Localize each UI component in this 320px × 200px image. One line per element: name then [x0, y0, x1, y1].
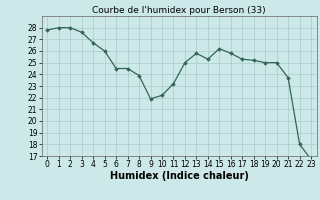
Title: Courbe de l'humidex pour Berson (33): Courbe de l'humidex pour Berson (33) [92, 6, 266, 15]
X-axis label: Humidex (Indice chaleur): Humidex (Indice chaleur) [110, 171, 249, 181]
